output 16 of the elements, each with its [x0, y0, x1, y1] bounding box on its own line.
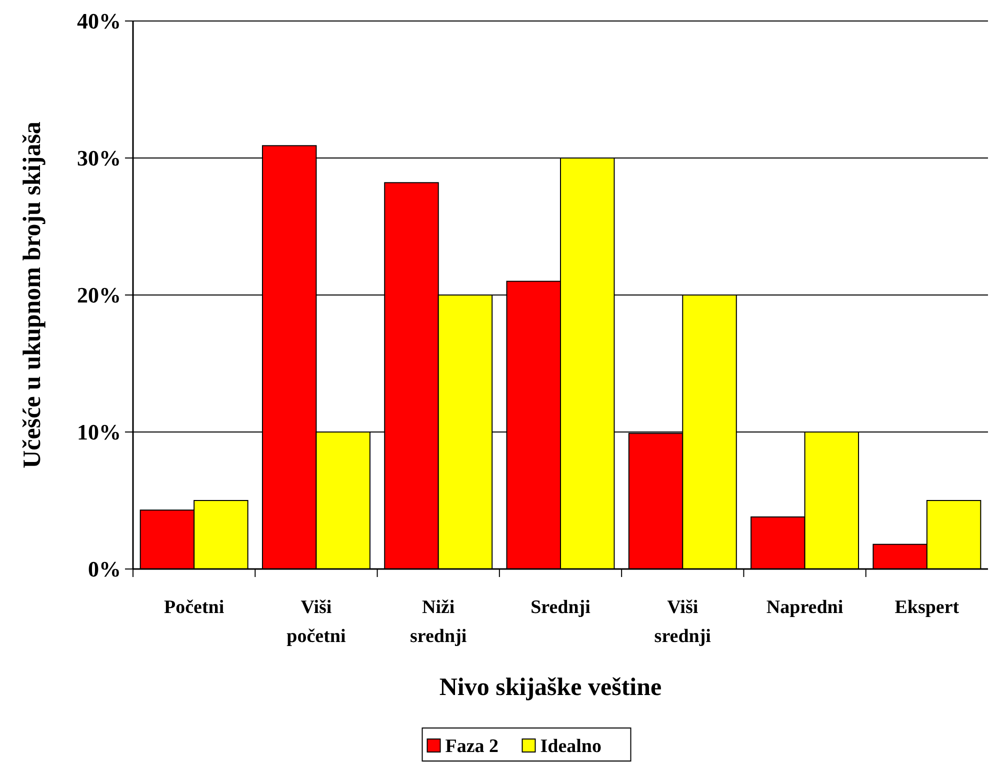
- x-tick-label: Ekspert: [894, 597, 960, 618]
- x-tick-label: Viši srednji: [654, 597, 711, 647]
- y-tick-label: 10%: [77, 420, 121, 445]
- x-tick-label: Srednji: [530, 597, 590, 618]
- x-tick-label: Početni: [164, 597, 224, 618]
- y-tick-label: 20%: [77, 282, 121, 308]
- y-tick-label: 30%: [77, 146, 121, 171]
- x-tick-label: Niži srednji: [410, 597, 467, 647]
- x-tick-label: Napredni: [766, 597, 844, 618]
- x-axis-title: Nivo skijaške veštine: [439, 674, 662, 701]
- y-tick-label: 0%: [88, 556, 121, 582]
- y-axis-title: Učešće u ukupnom broju skijaša: [19, 121, 46, 468]
- legend-label: Faza 2: [445, 736, 499, 757]
- x-tick-label: Viši početni: [286, 597, 346, 647]
- y-tick-label: 40%: [77, 8, 121, 34]
- legend-label: Idealno: [540, 736, 602, 757]
